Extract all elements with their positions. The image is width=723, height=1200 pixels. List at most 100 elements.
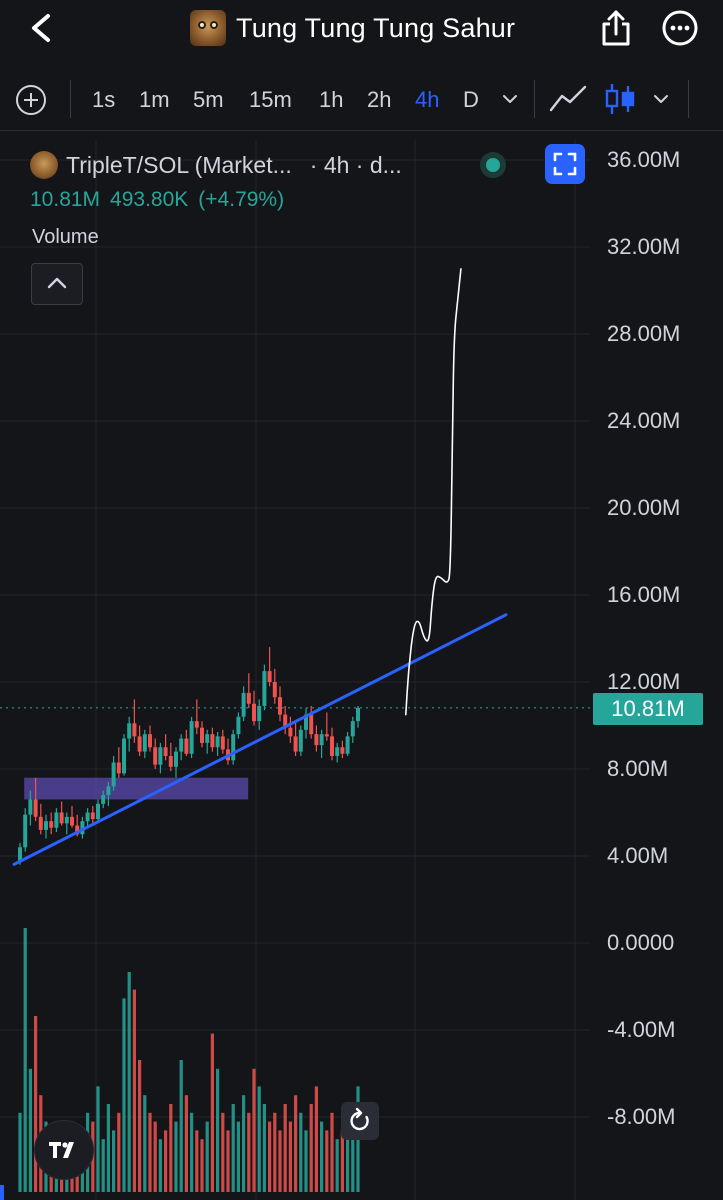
price-axis-label: 24.00M: [607, 408, 681, 433]
candle-body: [272, 682, 277, 698]
price-axis-label: 8.00M: [607, 756, 669, 781]
chart-legend[interactable]: TripleT/SOL (Market... · 4h · d...: [30, 148, 402, 182]
volume-bar: [153, 1121, 157, 1192]
annotation-drawing: [405, 267, 462, 716]
candle-body: [236, 716, 241, 735]
current-price-label: 10.81M: [593, 693, 703, 725]
candle-body: [80, 821, 85, 835]
volume-bar: [34, 1016, 38, 1192]
candle-body: [189, 721, 194, 754]
volume-bar: [101, 1139, 105, 1192]
candle-body: [179, 738, 184, 752]
page-title: Tung Tung Tung Sahur: [190, 8, 515, 48]
collapse-legend-button[interactable]: [31, 263, 83, 305]
candle-body: [205, 734, 210, 743]
interval-5m[interactable]: 5m: [193, 87, 224, 112]
interval-1h[interactable]: 1h: [319, 87, 344, 112]
volume-bar: [273, 1112, 277, 1192]
candle-body: [96, 803, 100, 820]
candle-body: [70, 816, 74, 826]
volume-bar: [216, 1068, 220, 1192]
candle-body: [168, 755, 173, 767]
candle-body: [298, 729, 303, 752]
candle-body: [215, 736, 220, 748]
candle-body: [345, 736, 350, 754]
candle-body: [75, 825, 80, 835]
candle-body: [28, 799, 33, 815]
candle-body: [262, 671, 267, 706]
legend-interval: · 4h · d...: [309, 151, 402, 178]
more-dots-icon[interactable]: [662, 10, 698, 46]
line-chart-icon[interactable]: [548, 82, 588, 116]
candle-body: [111, 762, 116, 787]
candle-body: [116, 762, 121, 774]
fullscreen-icon[interactable]: [545, 144, 585, 184]
volume-bar: [28, 1068, 32, 1192]
tradingview-logo-icon[interactable]: [34, 1120, 94, 1180]
candle-body: [101, 795, 106, 804]
chevron-left-icon[interactable]: [22, 8, 62, 48]
token-avatar: [190, 10, 226, 46]
volume-bar: [112, 1130, 116, 1192]
candle-body: [85, 812, 90, 822]
share-icon[interactable]: [598, 8, 634, 48]
candle-body: [127, 723, 132, 739]
interval-1m[interactable]: 1m: [139, 87, 170, 112]
volume-bar: [190, 1112, 194, 1192]
interval-1s[interactable]: 1s: [92, 87, 116, 112]
candle-body: [210, 734, 215, 748]
chevron-down-icon[interactable]: [650, 88, 672, 110]
legend-last-value: 10.81M: [30, 188, 101, 211]
interval-15m[interactable]: 15m: [249, 87, 292, 112]
price-axis-label: 20.00M: [607, 495, 681, 520]
volume-bar: [257, 1086, 261, 1192]
legend-change: 493.80K: [110, 188, 189, 211]
top-bar: Tung Tung Tung Sahur: [0, 0, 723, 66]
interval-4h[interactable]: 4h: [415, 87, 440, 112]
volume-bar: [252, 1068, 256, 1192]
volume-bar: [288, 1121, 292, 1192]
volume-bar: [138, 1060, 142, 1192]
toolbar-divider: [534, 80, 535, 118]
volume-bar: [268, 1121, 272, 1192]
candle-body: [340, 747, 345, 754]
edge-indicator: [0, 1185, 4, 1200]
candle-body: [335, 747, 340, 756]
volume-bar: [174, 1121, 178, 1192]
volume-bar: [330, 1112, 334, 1192]
volume-bar: [242, 1095, 246, 1192]
candle-body: [64, 816, 69, 824]
reset-chart-button[interactable]: [341, 1102, 379, 1140]
candlestick-icon[interactable]: [600, 82, 640, 116]
add-indicator-icon[interactable]: [15, 84, 47, 116]
volume-bar: [106, 1104, 110, 1192]
candle-body: [59, 812, 64, 824]
price-axis-label: 16.00M: [607, 582, 681, 607]
candle-body: [44, 821, 48, 830]
chevron-down-icon[interactable]: [499, 88, 521, 110]
candle-body: [356, 707, 360, 722]
volume-bar: [226, 1130, 230, 1192]
candle-body: [33, 799, 38, 817]
volume-bar: [143, 1095, 147, 1192]
volume-indicator-label[interactable]: Volume: [32, 226, 99, 248]
volume-bar: [278, 1130, 282, 1192]
price-axis-label: 0.0000: [607, 930, 675, 955]
volume-bar: [236, 1121, 240, 1192]
candle-body: [314, 734, 319, 746]
interval-1d[interactable]: D: [463, 87, 479, 112]
candle-body: [241, 692, 246, 717]
legend-values: 10.81M 493.80K (+4.79%): [30, 188, 284, 212]
volume-bar: [164, 1130, 168, 1192]
candle-body: [231, 734, 236, 761]
price-axis-label: 36.00M: [607, 147, 681, 172]
volume-bar: [195, 1130, 199, 1192]
volume-bar: [346, 1121, 350, 1192]
price-axis-label: -4.00M: [607, 1017, 676, 1042]
interval-2h[interactable]: 2h: [367, 87, 392, 112]
candle-body: [220, 736, 225, 750]
toolbar-divider: [688, 80, 689, 118]
candle-body: [153, 747, 158, 765]
candle-body: [38, 816, 43, 830]
